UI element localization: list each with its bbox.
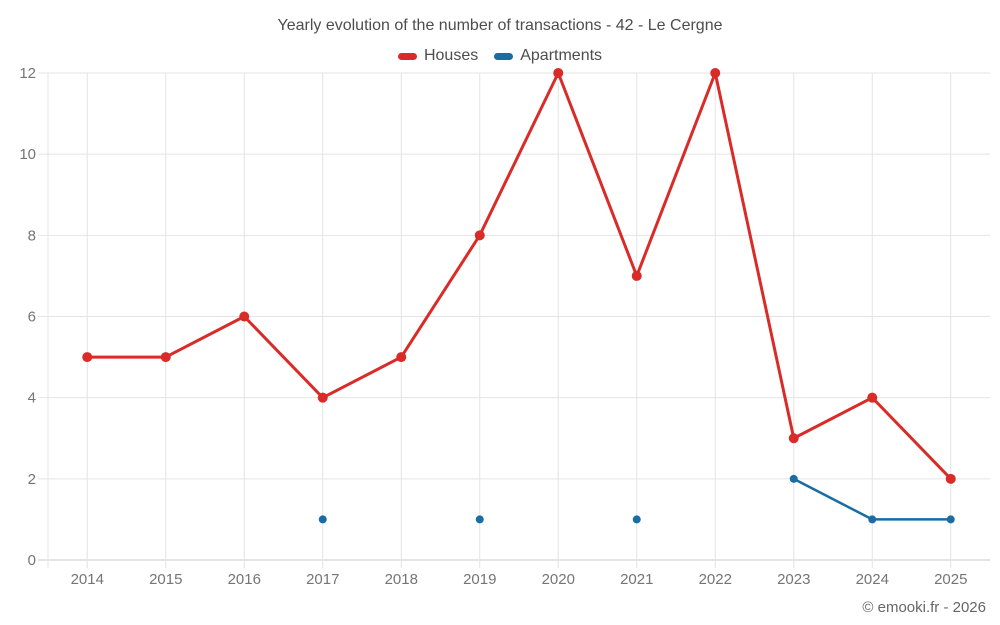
data-point-apartments[interactable]: [868, 515, 877, 524]
legend: Houses Apartments: [0, 46, 1000, 66]
chart-title: Yearly evolution of the number of transa…: [277, 17, 723, 34]
apartments-series-swatch: [494, 52, 514, 60]
data-point-houses[interactable]: [945, 473, 956, 484]
x-axis-tick-label: 2025: [934, 571, 967, 588]
x-axis-tick-label: 2023: [777, 571, 810, 588]
data-point-houses[interactable]: [82, 352, 93, 363]
legend-item-houses[interactable]: Houses: [397, 47, 479, 65]
legend-label-apartments: Apartments: [520, 47, 603, 64]
data-point-houses[interactable]: [396, 352, 407, 363]
data-point-houses[interactable]: [160, 352, 171, 363]
x-axis-tick-label: 2014: [71, 571, 104, 588]
x-axis-tick-label: 2018: [385, 571, 418, 588]
x-axis-tick-label: 2015: [149, 571, 182, 588]
y-axis-tick-label: 10: [19, 146, 36, 163]
data-point-houses[interactable]: [239, 311, 250, 322]
x-axis-tick-label: 2021: [620, 571, 653, 588]
data-point-apartments[interactable]: [475, 515, 484, 524]
houses-series-swatch: [397, 52, 417, 60]
data-point-houses[interactable]: [867, 392, 878, 403]
x-axis-tick-label: 2019: [463, 571, 496, 588]
y-axis-tick-label: 8: [28, 227, 36, 244]
copyright-watermark: © emooki.fr - 2026: [862, 599, 986, 616]
data-point-houses[interactable]: [474, 230, 485, 241]
x-axis-tick-label: 2017: [306, 571, 339, 588]
data-point-apartments[interactable]: [632, 515, 641, 524]
data-point-houses[interactable]: [788, 433, 799, 444]
y-axis-tick-label: 12: [19, 65, 36, 82]
y-axis-tick-label: 6: [28, 309, 36, 326]
y-axis-tick-label: 4: [28, 390, 36, 407]
data-point-houses[interactable]: [710, 68, 721, 78]
legend-item-apartments[interactable]: Apartments: [494, 47, 602, 65]
x-axis-tick-label: 2024: [856, 571, 889, 588]
y-axis-tick-label: 2: [28, 471, 36, 488]
data-point-apartments[interactable]: [789, 474, 798, 483]
data-point-apartments[interactable]: [946, 515, 955, 524]
series-line-houses: [85, 71, 953, 481]
data-point-apartments[interactable]: [318, 515, 327, 524]
y-axis-tick-label: 0: [28, 552, 36, 569]
legend-label-houses: Houses: [423, 47, 479, 64]
x-axis-tick-label: 2016: [228, 571, 261, 588]
x-axis-tick-label: 2020: [542, 571, 575, 588]
x-axis-tick-label: 2022: [699, 571, 732, 588]
data-point-houses[interactable]: [317, 392, 328, 403]
data-point-houses[interactable]: [631, 270, 642, 281]
data-point-houses[interactable]: [553, 68, 564, 78]
